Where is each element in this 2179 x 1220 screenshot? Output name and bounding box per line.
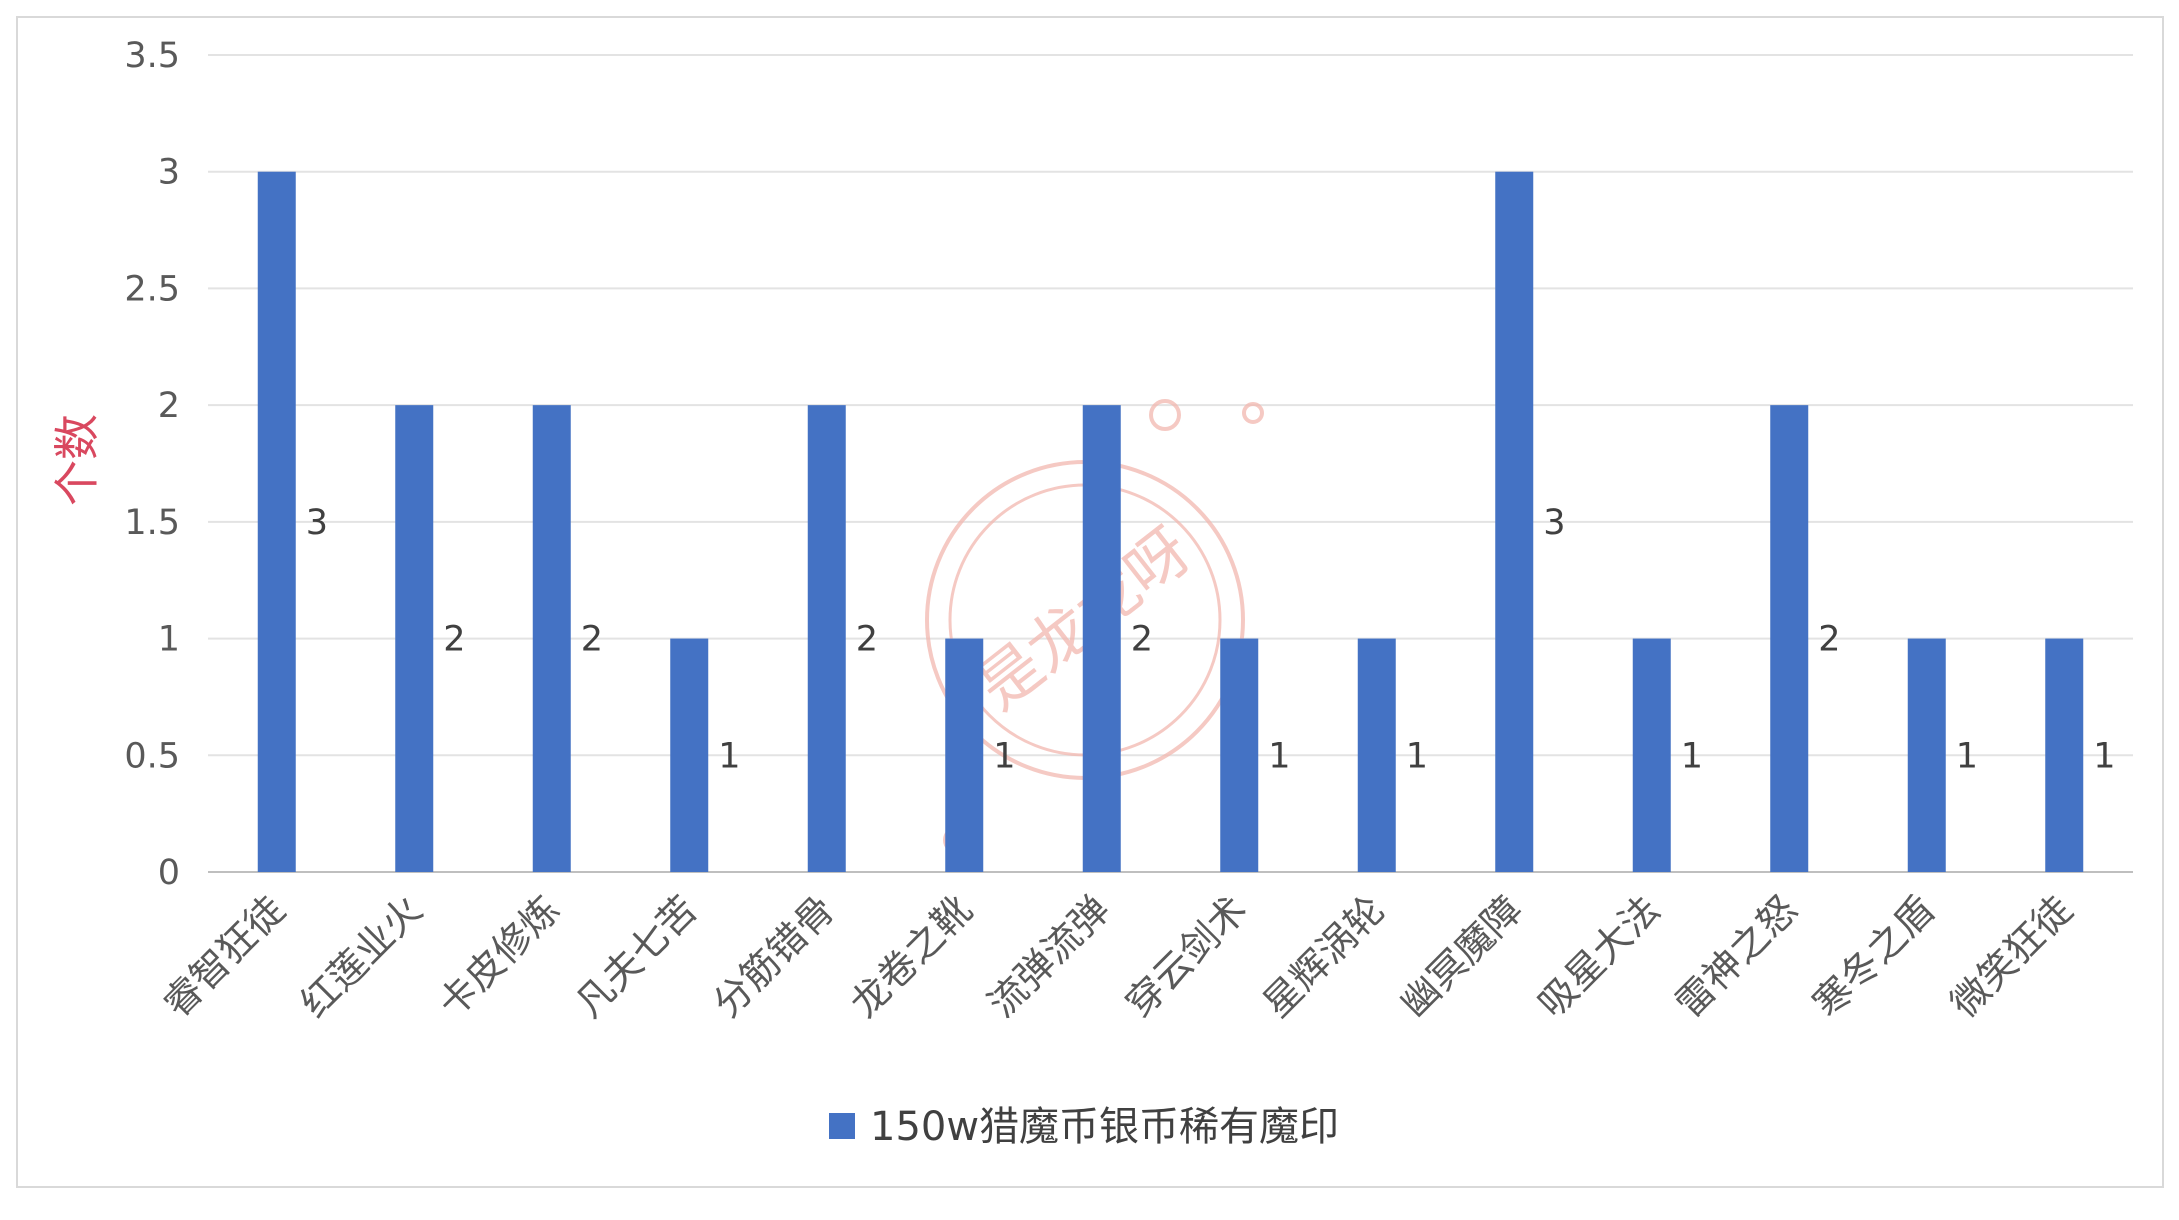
y-tick-label: 0 (158, 853, 180, 893)
bar (1632, 638, 1671, 872)
data-label: 2 (856, 620, 878, 660)
legend: 150w猎魔币银币稀有魔印 (829, 1104, 1339, 1150)
data-label: 2 (443, 620, 465, 660)
bar (2045, 638, 2084, 872)
bar (807, 405, 846, 872)
y-tick-label: 1.5 (124, 503, 180, 543)
data-label: 2 (1818, 620, 1840, 660)
x-tick-label: 吸星大法 (1530, 887, 1669, 1026)
bar (395, 405, 434, 872)
y-tick-label: 3 (158, 153, 180, 193)
legend-label: 150w猎魔币银币稀有魔印 (870, 1104, 1339, 1150)
y-tick-label: 2 (158, 386, 180, 426)
y-axis-label: 个数 (50, 414, 104, 506)
x-tick-label: 分筋错骨 (705, 887, 844, 1026)
data-label: 1 (2093, 736, 2115, 776)
chart-frame (16, 16, 2164, 1188)
bar (670, 638, 709, 872)
x-tick-label: 睿智狂徒 (155, 887, 294, 1026)
watermark-dot-2 (1242, 402, 1264, 424)
bar (1907, 638, 1946, 872)
x-tick-label: 幽冥魔障 (1392, 887, 1531, 1026)
bar (532, 405, 571, 872)
x-tick-label: 龙卷之靴 (842, 887, 981, 1026)
bar (1357, 638, 1396, 872)
legend-swatch (829, 1113, 855, 1139)
bar (1220, 638, 1259, 872)
bar (1770, 405, 1809, 872)
bar (1495, 171, 1534, 872)
x-tick-label: 凡夫七苦 (567, 887, 706, 1026)
data-label: 3 (1543, 503, 1565, 543)
y-tick-label: 1 (158, 620, 180, 660)
bar (257, 171, 296, 872)
bar (1082, 405, 1121, 872)
watermark-dot-1 (1149, 399, 1181, 431)
x-tick-label: 星辉涡轮 (1255, 887, 1394, 1026)
y-tick-label: 2.5 (124, 269, 180, 309)
x-tick-label: 雷神之怒 (1667, 887, 1806, 1026)
y-tick-label: 3.5 (124, 36, 180, 76)
data-label: 1 (1406, 736, 1428, 776)
data-label: 1 (718, 736, 740, 776)
x-tick-label: 寒冬之盾 (1805, 887, 1944, 1026)
data-label: 1 (1268, 736, 1290, 776)
x-tick-label: 卡皮修炼 (430, 887, 569, 1026)
x-tick-label: 流弹流弹 (980, 887, 1119, 1026)
x-tick-label: 红莲业火 (292, 887, 431, 1026)
data-label: 1 (1956, 736, 1978, 776)
data-label: 2 (581, 620, 603, 660)
y-tick-label: 0.5 (124, 736, 180, 776)
x-tick-label: 穿云剑术 (1117, 887, 1256, 1026)
data-label: 1 (1681, 736, 1703, 776)
data-label: 1 (993, 736, 1015, 776)
x-tick-label: 微笑狂徒 (1942, 887, 2081, 1026)
data-label: 2 (1131, 620, 1153, 660)
data-label: 3 (306, 503, 328, 543)
bar (945, 638, 984, 872)
